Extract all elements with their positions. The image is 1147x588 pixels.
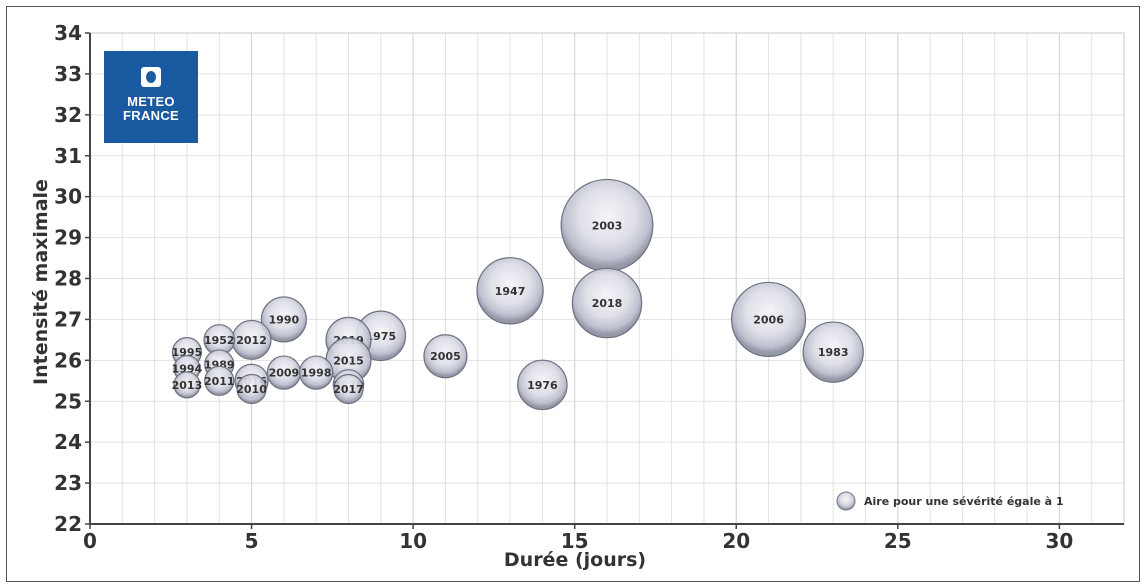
y-tick-label: 34 — [54, 21, 82, 45]
bubble-circle — [333, 373, 364, 405]
bubble-2013: 2013 — [172, 371, 203, 399]
logo-text-line2: FRANCE — [123, 108, 179, 123]
bubble-label: 1983 — [818, 346, 849, 359]
bubble-circle — [236, 373, 267, 405]
bubble-label: 1947 — [495, 285, 526, 298]
y-tick-label: 30 — [54, 185, 82, 209]
bubble-1947: 1947 — [476, 257, 544, 325]
bubble-label: 1998 — [301, 367, 332, 380]
bubble-label: 2015 — [333, 354, 364, 367]
meteo-france-emblem-icon — [141, 67, 161, 87]
y-tick-label: 28 — [54, 267, 82, 291]
bubble-2011: 2011 — [204, 365, 235, 396]
bubble-label: 1995 — [172, 346, 203, 359]
bubble-label: 2018 — [592, 297, 623, 310]
bubble-circle — [517, 359, 568, 411]
y-axis-title: Intensité maximale — [30, 179, 52, 385]
y-tick-label: 22 — [54, 512, 82, 536]
bubble-circle — [260, 296, 307, 343]
bubble-2018: 2018 — [571, 267, 643, 339]
bubble-label: 1990 — [269, 313, 300, 326]
bubble-circle — [571, 267, 643, 339]
bubble-label: 2006 — [753, 313, 784, 326]
y-tick-label: 32 — [54, 103, 82, 127]
y-tick-label: 26 — [54, 348, 82, 372]
bubble-label: 2011 — [204, 375, 235, 388]
bubble-2006: 2006 — [730, 281, 807, 357]
y-tick-label: 23 — [54, 471, 82, 495]
y-tick-label: 29 — [54, 226, 82, 250]
legend-label: Aire pour une sévérité égale à 1 — [864, 495, 1064, 508]
x-tick-label: 15 — [561, 529, 589, 553]
logo-text-line1: METEO — [127, 94, 175, 109]
bubble-2005: 2005 — [423, 334, 468, 379]
bubble-2003: 2003 — [560, 178, 654, 272]
bubble-label: 1975 — [366, 330, 397, 343]
x-tick-label: 30 — [1045, 529, 1073, 553]
grid-lines — [89, 32, 1125, 525]
y-tick-labels: 22 23 24 25 26 27 28 29 30 31 32 33 34 — [54, 21, 90, 536]
bubble-label: 2013 — [172, 379, 203, 392]
y-tick-label: 27 — [54, 307, 82, 331]
bubble-label: 1976 — [527, 379, 558, 392]
bubble-1976: 1976 — [517, 359, 568, 411]
y-tick-label: 24 — [54, 430, 82, 454]
bubble-2017: 2017 — [333, 373, 364, 405]
bubble-1983: 1983 — [802, 321, 864, 383]
bubble-1998: 1998 — [299, 355, 334, 390]
y-tick-label: 33 — [54, 62, 82, 86]
y-tick-label: 31 — [54, 144, 82, 168]
bubble-circle — [476, 257, 544, 325]
x-tick-label: 10 — [399, 529, 427, 553]
x-tick-label: 25 — [884, 529, 912, 553]
chart-frame: 0 5 10 15 20 25 30 22 23 24 25 26 27 28 29 30 31 32 33 34 … — [6, 6, 1140, 582]
bubble-circle — [802, 321, 864, 383]
bubble-circle — [204, 365, 235, 396]
bubble-label: 2017 — [333, 383, 364, 396]
x-tick-labels: 0 5 10 15 20 25 30 — [83, 524, 1073, 553]
bubble-2012: 2012 — [231, 319, 272, 360]
legend: Aire pour une sévérité égale à 1 — [836, 491, 1064, 511]
legend-bubble — [836, 491, 856, 511]
bubble-label: 2010 — [236, 383, 267, 396]
bubble-label: 1952 — [204, 334, 235, 347]
x-tick-label: 5 — [245, 529, 259, 553]
bubble-2010: 2010 — [236, 373, 267, 405]
y-tick-label: 25 — [54, 389, 82, 413]
x-axis-title: Durée (jours) — [504, 549, 646, 571]
bubble-2009: 2009 — [266, 355, 302, 390]
bubbles: 2003200620181947198319761975201920151990… — [172, 178, 864, 411]
bubble-label: 2003 — [592, 219, 623, 232]
bubble-label: 2009 — [269, 367, 300, 380]
bubble-circle — [299, 355, 334, 390]
bubble-1990: 1990 — [260, 296, 307, 343]
x-tick-label: 20 — [722, 529, 750, 553]
meteo-france-logo: METEO FRANCE — [104, 51, 198, 143]
x-tick-label: 0 — [83, 529, 97, 553]
bubble-circle — [423, 334, 468, 379]
bubble-circle — [730, 281, 807, 357]
bubble-chart: 0 5 10 15 20 25 30 22232425262728293031323334 … — [30, 21, 1125, 571]
bubble-label: 2012 — [236, 334, 267, 347]
bubble-label: 2005 — [430, 350, 461, 363]
bubble-circle — [173, 371, 201, 399]
bubble-label: 1994 — [172, 363, 203, 376]
